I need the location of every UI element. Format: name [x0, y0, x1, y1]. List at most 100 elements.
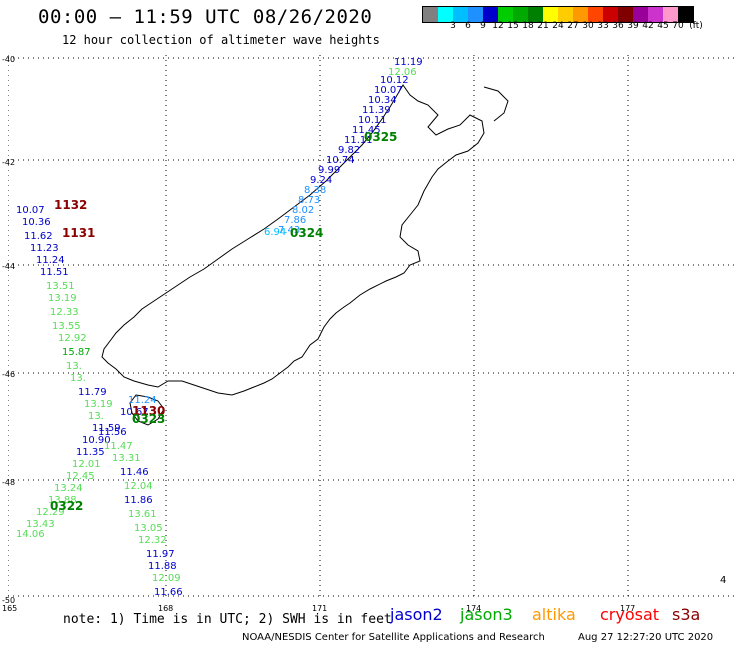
swh-reading: 6.94 [264, 227, 286, 238]
legend-swatch [573, 7, 588, 22]
longitude-label: 174 [466, 604, 482, 613]
legend-swatch [603, 7, 618, 22]
swh-reading: 13.31 [112, 453, 141, 464]
swh-reading: 12.06 [388, 67, 417, 78]
footnote: note: 1) Time is in UTC; 2) SWH is in fe… [63, 612, 392, 627]
swh-reading: 12.01 [72, 459, 101, 470]
swh-reading: 11.88 [148, 561, 177, 572]
pass-time-label: 1130 [132, 404, 165, 418]
swh-reading: 11.47 [104, 441, 133, 452]
pass-time-label: 0324 [290, 226, 323, 240]
swh-reading: 9.24 [310, 175, 332, 186]
swh-reading: 12.29 [36, 507, 65, 518]
swh-reading: 7.43 [278, 225, 300, 236]
swh-reading: 13.43 [26, 519, 55, 530]
legend-swatch [663, 7, 678, 22]
chatham-marker: 4 [720, 575, 726, 586]
mission-label-jason2: jason2 [390, 605, 443, 624]
legend-label: 6 [465, 21, 471, 31]
swh-reading: 12.45 [66, 471, 95, 482]
credit-text: NOAA/NESDIS Center for Satellite Applica… [242, 632, 545, 643]
legend-swatch [513, 7, 528, 22]
swh-reading: 13.51 [46, 281, 75, 292]
swh-reading: 8.38 [304, 185, 326, 196]
longitude-label: 177 [620, 604, 636, 613]
stewart-island-coastline [129, 394, 165, 426]
swh-reading: 13.05 [134, 523, 163, 534]
legend-swatch [483, 7, 498, 22]
legend-swatch [543, 7, 558, 22]
swh-reading: 12.09 [152, 573, 181, 584]
legend-label: 15 [507, 21, 519, 31]
legend-label: 42 [642, 21, 654, 31]
swh-reading: 10.07 [16, 205, 45, 216]
latitude-label: -46 [2, 370, 16, 379]
swh-reading: 9.82 [338, 145, 360, 156]
swh-reading: 10.36 [22, 217, 51, 228]
legend-swatch [648, 7, 663, 22]
legend-swatch [558, 7, 573, 22]
swh-reading: 9.99 [318, 165, 340, 176]
swh-reading: 11.46 [120, 467, 149, 478]
swh-reading: 13. [88, 411, 104, 422]
legend-swatch [528, 7, 543, 22]
color-legend [422, 6, 694, 23]
wave-height-readings: 11.1912.0610.1210.0710.3411.3910.1111.45… [8, 55, 423, 598]
map-title: 00:00 – 11:59 UTC 08/26/2020 [38, 6, 373, 28]
legend-label: 21 [537, 21, 549, 31]
legend-label: 70 [672, 21, 684, 31]
swh-reading: 12.33 [50, 307, 79, 318]
swh-reading: 11.51 [40, 267, 69, 278]
mission-label-altika: altika [532, 605, 576, 624]
swh-reading: 11.62 [24, 231, 53, 242]
pass-time-label: 1132 [54, 198, 87, 212]
mission-label-cryosat: cryosat [600, 605, 660, 624]
swh-reading: 8.02 [292, 205, 314, 216]
legend-label: 36 [612, 21, 624, 31]
latitude-label: -48 [2, 478, 16, 487]
wave-height-map: 11.1912.0610.1210.0710.3411.3910.1111.45… [8, 55, 736, 600]
swh-reading: 12.92 [58, 333, 87, 344]
new-zealand-south-island-coastline [101, 84, 485, 396]
legend-label: 3 [450, 21, 456, 31]
legend-label: 27 [567, 21, 579, 31]
swh-reading: 13.55 [52, 321, 81, 332]
swh-reading: 12.32 [138, 535, 167, 546]
swh-reading: 13.19 [84, 399, 113, 410]
legend-swatch [438, 7, 453, 22]
longitude-label: 171 [312, 604, 328, 613]
pass-time-label: 0325 [364, 130, 397, 144]
legend-label: 18 [522, 21, 534, 31]
mission-label-s3a: s3a [672, 605, 701, 624]
legend-swatch [453, 7, 468, 22]
legend-label: 24 [552, 21, 564, 31]
swh-reading: 11.45 [352, 125, 381, 136]
swh-reading: 12.04 [124, 481, 153, 492]
swh-reading: 10.07 [374, 85, 403, 96]
map-subtitle: 12 hour collection of altimeter wave hei… [62, 33, 380, 47]
swh-reading: 11.66 [154, 587, 183, 598]
swh-reading: 11.19 [394, 57, 423, 68]
swh-reading: 11.23 [30, 243, 59, 254]
swh-reading: 13.88 [48, 495, 77, 506]
swh-reading: 15.87 [62, 347, 91, 358]
pass-time-label: 1131 [62, 226, 95, 240]
legend-label: 39 [627, 21, 639, 31]
swh-reading: 10.11 [358, 115, 387, 126]
pass-time-label: 0322 [50, 499, 83, 513]
legend-swatch [678, 7, 693, 22]
swh-reading: 11.39 [8, 55, 37, 58]
swh-reading: 8.73 [298, 195, 320, 206]
swh-reading: 11.24 [128, 395, 157, 406]
legend-swatch [468, 7, 483, 22]
legend-label: 45 [657, 21, 669, 31]
swh-reading: 10.34 [368, 95, 397, 106]
longitude-label: 168 [158, 604, 174, 613]
swh-reading: 11.86 [124, 495, 153, 506]
legend-unit: (ft) [689, 21, 703, 31]
legend-swatch [618, 7, 633, 22]
latitude-label: -42 [2, 158, 16, 167]
swh-reading: 11.79 [78, 387, 107, 398]
legend-swatch [633, 7, 648, 22]
legend-swatch [498, 7, 513, 22]
